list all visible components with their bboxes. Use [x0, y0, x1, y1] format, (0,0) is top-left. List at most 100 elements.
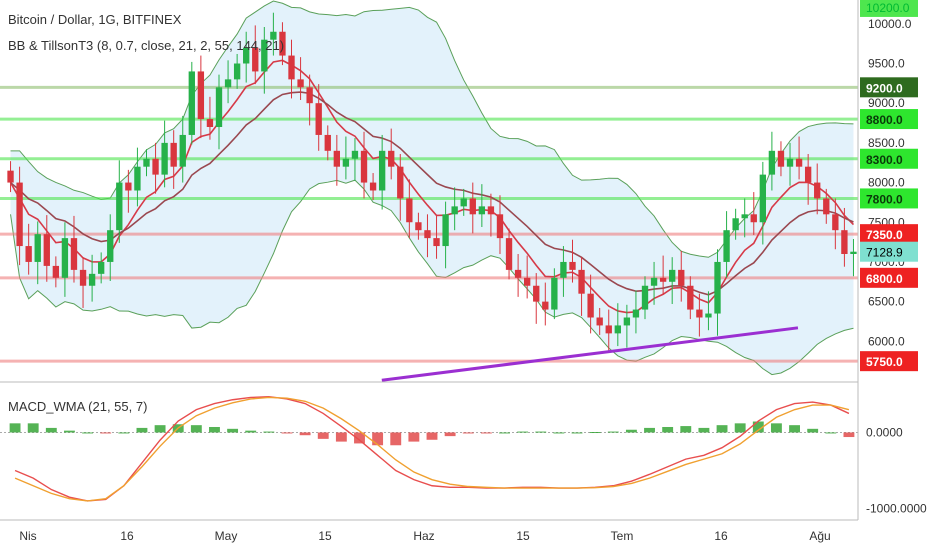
macd-hist-bar [770, 423, 782, 433]
macd-hist-bar [64, 430, 75, 433]
candle-body [641, 285, 649, 310]
candle-body [43, 234, 50, 266]
candle-body [360, 150, 368, 183]
macd-hist-bar [589, 432, 601, 434]
macd-tick-label: 0.0000 [866, 425, 903, 439]
candle-body [768, 150, 776, 175]
macd-hist-bar [698, 427, 710, 433]
candle-body [424, 230, 431, 239]
level-tag-box [860, 109, 918, 130]
price-tick-label: 9000.0 [868, 96, 905, 110]
macd-hist-bar [499, 432, 510, 434]
candle-body [79, 269, 87, 286]
candle-body [252, 47, 259, 72]
candle-body [850, 251, 857, 254]
macd-hist-bar [571, 432, 583, 434]
candle-body [514, 269, 522, 278]
last-price-tag [860, 241, 918, 262]
candle-body [306, 87, 313, 104]
level-tag-box [860, 267, 918, 288]
time-tick-label: 15 [318, 529, 332, 543]
candle-body [197, 71, 205, 120]
level-tag-label: 7350.0 [866, 228, 903, 242]
candle-body [270, 31, 277, 40]
candle-body [578, 269, 585, 294]
candle-body [188, 71, 195, 135]
candle-body [97, 261, 105, 274]
level-tag-box [860, 351, 918, 372]
candle-body [70, 238, 78, 270]
macd-hist-bar [227, 428, 239, 433]
macd-line [14, 395, 850, 502]
macd-hist-bar [317, 432, 329, 439]
candle-body [333, 150, 341, 167]
macd-hist-bar [82, 432, 94, 434]
level-tag-label: 9200.0 [866, 81, 903, 95]
candle-body [777, 150, 785, 167]
time-tick-label: 15 [516, 529, 530, 543]
level-tag-box [860, 224, 918, 245]
bollinger-lower [10, 179, 854, 376]
candle-body [88, 273, 96, 286]
time-tick-label: May [215, 529, 238, 543]
candle-body [433, 238, 440, 247]
macd-hist-bar [299, 432, 311, 436]
candle-body [179, 134, 186, 167]
macd-hist-bar [136, 427, 148, 433]
candle-body [487, 206, 495, 215]
candle-body [206, 119, 214, 127]
candle-body [596, 317, 603, 326]
macd-hist-bar [354, 432, 365, 444]
candle-body [469, 198, 476, 215]
macd-hist-bar [553, 432, 565, 434]
price-tick-label: 9500.0 [868, 57, 905, 71]
candle-body [496, 214, 504, 239]
candle-body [569, 261, 576, 270]
macd-hist-bar [27, 423, 39, 433]
candle-body [841, 230, 848, 254]
macd-hist-bar [607, 431, 619, 433]
level-tag-box [860, 77, 918, 98]
macd-hist-bar [45, 427, 57, 433]
time-tick-label: 16 [714, 529, 728, 543]
bollinger-upper [10, 0, 854, 258]
top-tag-label: 10200.0 [866, 1, 910, 15]
candle-body [297, 79, 304, 88]
macd-hist-bar [245, 430, 257, 433]
candle-body [451, 206, 458, 215]
candle-body [542, 301, 549, 310]
candle-body [460, 198, 467, 207]
macd-hist-bar [444, 432, 456, 437]
macd-hist-bar [644, 427, 655, 433]
macd-hist-bar [662, 426, 674, 433]
candle-body [351, 150, 359, 159]
candle-body [243, 47, 250, 64]
candle-body [614, 325, 621, 334]
macd-hist-bar [716, 425, 728, 433]
macd-hist-bar [680, 426, 692, 433]
macd-hist-bar [118, 432, 130, 434]
candle-body [759, 174, 767, 223]
candle-body [378, 150, 386, 191]
candle-body [723, 230, 730, 262]
macd-hist-bar [9, 423, 21, 433]
candle-body [342, 158, 350, 167]
macd-hist-bar [517, 431, 529, 433]
price-tick-label: 8000.0 [868, 176, 905, 190]
level-tag-box [860, 188, 918, 209]
candle-body [632, 309, 640, 318]
macd-pane[interactable] [0, 395, 858, 502]
candle-body [161, 142, 168, 175]
candle-body [741, 214, 748, 219]
candle-body [533, 285, 540, 302]
candle-body [750, 214, 757, 223]
price-pane[interactable] [0, 0, 858, 382]
candle-body [397, 166, 404, 199]
signal-line [14, 396, 850, 502]
macd-hist-bar [625, 429, 637, 433]
candle-body [388, 150, 395, 167]
time-tick-label: 16 [120, 529, 134, 543]
macd-hist-bar [408, 432, 420, 442]
candle-body [125, 182, 132, 191]
